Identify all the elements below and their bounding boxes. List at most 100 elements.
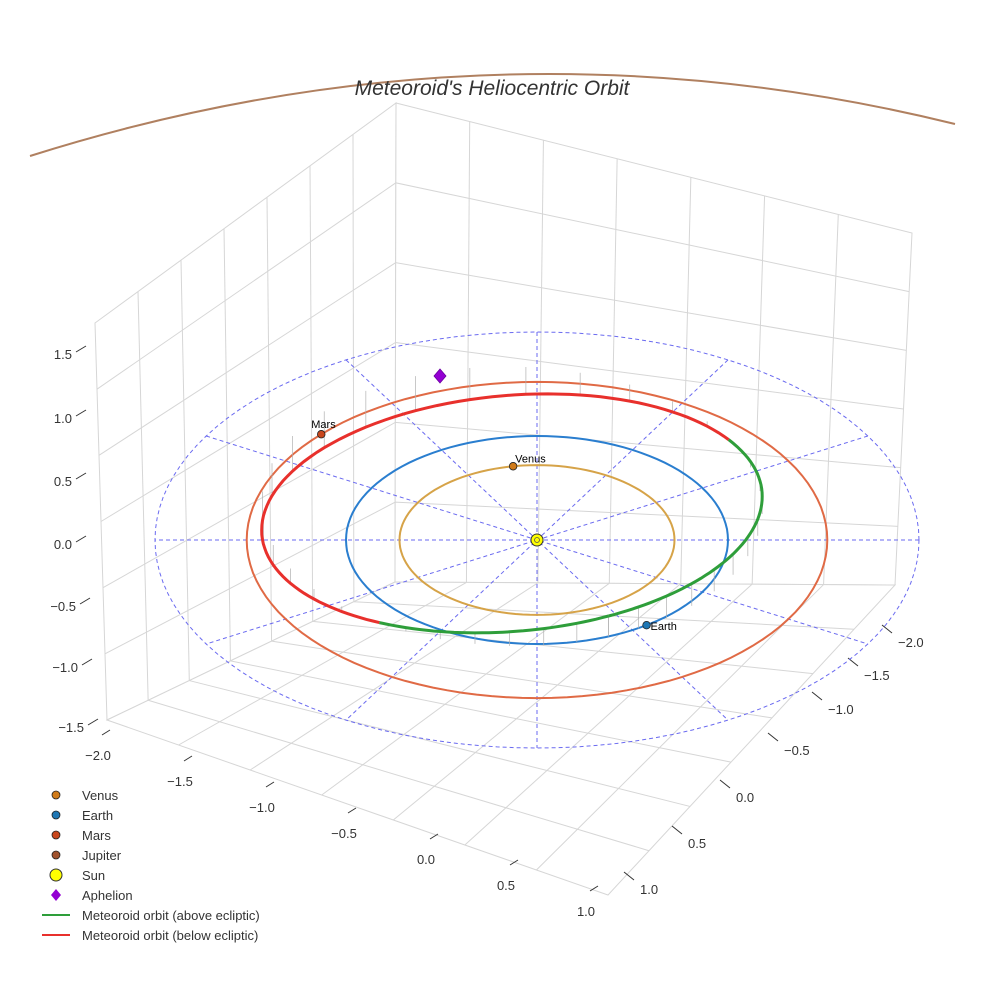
axes-gridlines xyxy=(96,121,910,871)
gridline xyxy=(536,584,824,871)
legend-marker xyxy=(51,790,61,800)
mars-orbit xyxy=(245,380,829,700)
tick-label: −0.5 xyxy=(50,599,76,614)
tick-mark xyxy=(719,779,731,789)
meteoroid-orbit-above xyxy=(378,614,609,635)
venus-orbit xyxy=(398,464,676,616)
venus-marker xyxy=(508,462,518,471)
tick-label: −1.0 xyxy=(249,800,275,815)
tick-label: −2.0 xyxy=(898,635,924,650)
tick-mark xyxy=(101,729,111,736)
legend-symbol xyxy=(38,885,74,905)
tick-mark xyxy=(75,345,87,353)
legend-item: Jupiter xyxy=(38,845,260,865)
legend-item: Sun xyxy=(38,865,260,885)
tick-label: −1.5 xyxy=(864,668,890,683)
gridline xyxy=(178,581,467,746)
gridline xyxy=(102,421,901,589)
gridline xyxy=(321,582,610,796)
markers: Venus Earth Mars xyxy=(311,368,677,633)
tick-label: −1.5 xyxy=(58,720,84,735)
tick-label: −1.0 xyxy=(52,660,78,675)
legend-label: Meteoroid orbit (above ecliptic) xyxy=(82,907,260,923)
tick-mark xyxy=(183,755,193,762)
tick-mark xyxy=(75,472,87,480)
tick-mark xyxy=(623,871,635,881)
back-pane xyxy=(394,102,913,586)
gridline xyxy=(98,262,907,456)
gridline xyxy=(147,699,650,852)
earth-marker xyxy=(642,620,651,630)
legend-item: Meteoroid orbit (above ecliptic) xyxy=(38,905,260,925)
gridline xyxy=(353,601,855,630)
meteoroid-orbit xyxy=(260,392,764,635)
legend-label: Venus xyxy=(82,787,119,803)
tick-label: −1.5 xyxy=(167,774,193,789)
tick-mark xyxy=(75,535,87,543)
tick-mark xyxy=(881,624,893,634)
legend-item: Earth xyxy=(38,805,260,825)
tick-mark xyxy=(671,825,683,835)
tick-label: −0.5 xyxy=(331,826,357,841)
tick-label: 1.0 xyxy=(577,904,595,919)
gridline xyxy=(100,341,904,522)
gridline xyxy=(392,583,682,821)
legend-symbol xyxy=(38,865,74,885)
tick-label: 1.5 xyxy=(54,347,72,362)
gridline xyxy=(271,640,773,719)
gridline xyxy=(464,583,753,846)
tick-label: 1.0 xyxy=(54,411,72,426)
tick-mark xyxy=(81,658,93,666)
earth-orbit xyxy=(344,434,729,646)
legend-marker xyxy=(51,889,61,901)
legend-item: Aphelion xyxy=(38,885,260,905)
tick-mark xyxy=(429,833,439,840)
aphelion-marker xyxy=(433,368,447,384)
floor-pane xyxy=(105,581,897,896)
gridline xyxy=(230,660,732,763)
gridline xyxy=(189,680,691,807)
meteoroid-orbit-below xyxy=(260,392,730,625)
legend-marker xyxy=(49,868,63,882)
tick-mark xyxy=(347,807,357,814)
legend-label: Meteoroid orbit (below ecliptic) xyxy=(82,927,259,943)
tick-label: 0.5 xyxy=(54,474,72,489)
legend-symbol xyxy=(38,805,74,825)
legend-symbol xyxy=(38,905,74,925)
mars-marker xyxy=(317,430,326,439)
tick-label: −0.5 xyxy=(784,743,810,758)
legend-label: Jupiter xyxy=(82,847,122,863)
tick-label: 0.0 xyxy=(417,852,435,867)
tick-mark xyxy=(509,859,519,866)
legend-symbol xyxy=(38,845,74,865)
mars-label: Mars xyxy=(311,419,336,431)
venus-label: Venus xyxy=(515,453,546,465)
gridline xyxy=(312,620,814,675)
tick-mark xyxy=(79,597,91,605)
legend-item: Venus xyxy=(38,785,260,805)
tick-label: 0.0 xyxy=(54,537,72,552)
tick-label: 0.5 xyxy=(688,836,706,851)
legend: Venus Earth Mars Jupiter Sun Aphelion Meteoroi… xyxy=(38,785,260,945)
tick-mark xyxy=(811,691,823,701)
sun-marker xyxy=(530,533,544,547)
legend-label: Sun xyxy=(82,867,106,883)
sun-marker-core xyxy=(534,537,540,543)
tick-label: 0.5 xyxy=(497,878,515,893)
legend-symbol xyxy=(38,825,74,845)
legend-label: Earth xyxy=(82,807,114,823)
legend-label: Aphelion xyxy=(82,887,133,903)
gridline xyxy=(104,501,898,655)
chart-title: Meteoroid's Heliocentric Orbit xyxy=(355,77,631,100)
axes-panes xyxy=(94,102,913,896)
tick-label: 0.0 xyxy=(736,790,754,805)
legend-marker xyxy=(51,810,61,820)
tick-label: −2.0 xyxy=(85,748,111,763)
legend-item: Meteoroid orbit (below ecliptic) xyxy=(38,925,260,945)
gridline xyxy=(96,182,910,390)
planet-orbits xyxy=(29,73,956,700)
tick-mark xyxy=(87,718,99,726)
legend-item: Mars xyxy=(38,825,260,845)
gridline xyxy=(249,582,539,771)
